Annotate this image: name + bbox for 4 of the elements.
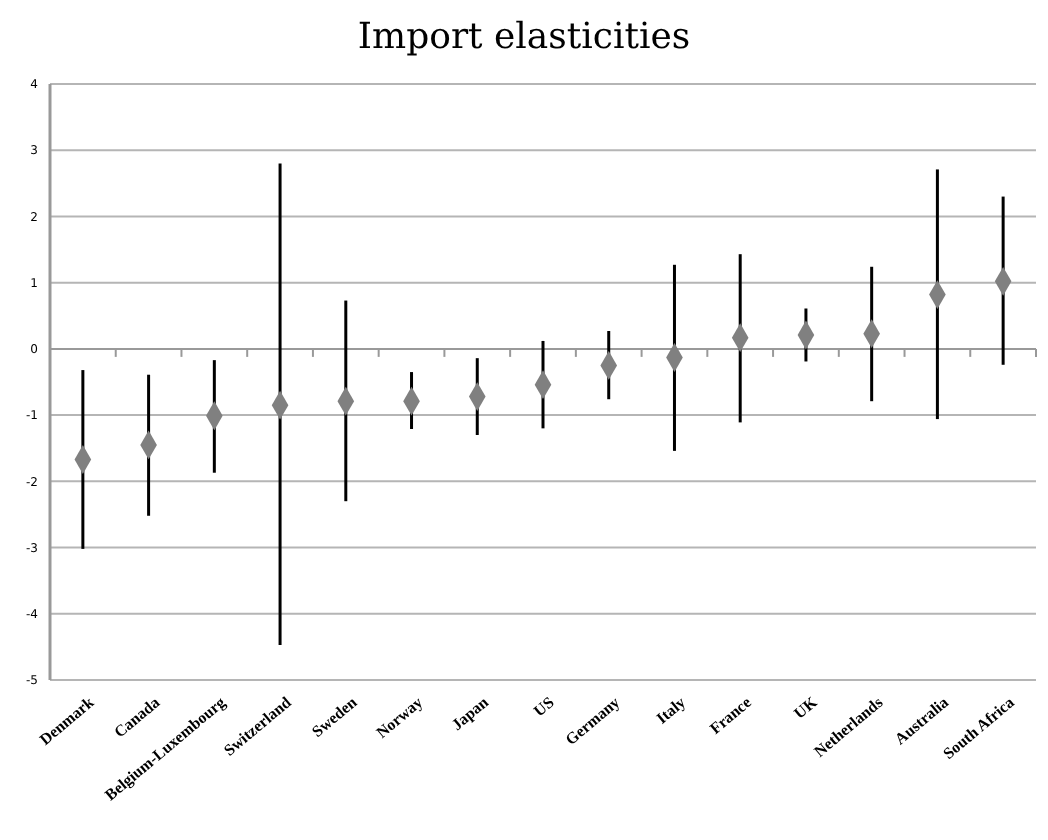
x-tick-label: US <box>530 692 559 721</box>
x-tick-label: UK <box>790 692 822 723</box>
chart-title: Import elasticities <box>357 16 691 58</box>
x-tick-label: Italy <box>652 693 690 728</box>
